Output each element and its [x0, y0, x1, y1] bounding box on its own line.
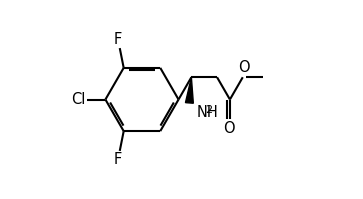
Text: Cl: Cl [71, 92, 85, 107]
Text: F: F [114, 32, 122, 47]
Text: O: O [238, 60, 249, 75]
Text: 2: 2 [205, 104, 212, 114]
Polygon shape [185, 77, 193, 103]
Text: F: F [114, 152, 122, 167]
Text: O: O [223, 121, 234, 136]
Text: NH: NH [196, 105, 218, 120]
